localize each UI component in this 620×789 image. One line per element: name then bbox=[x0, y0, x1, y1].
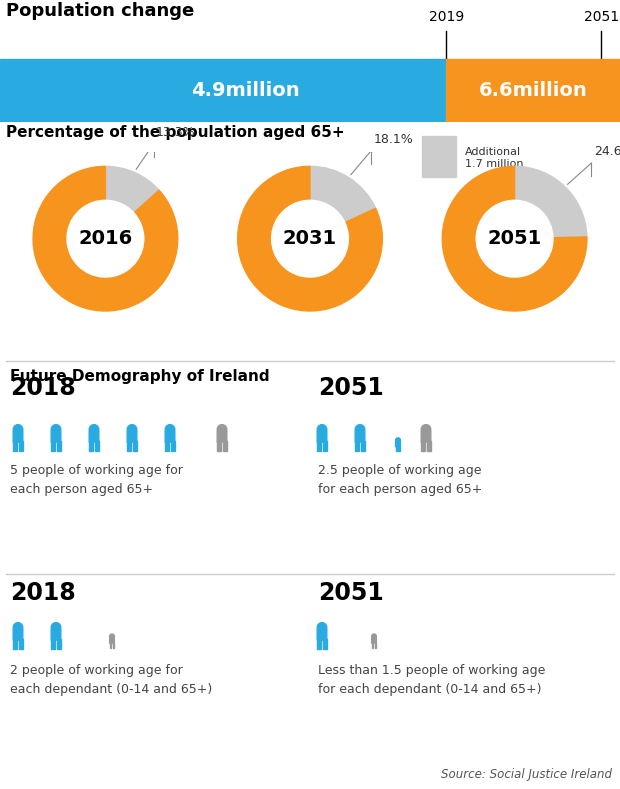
FancyBboxPatch shape bbox=[13, 630, 23, 640]
Text: 2051: 2051 bbox=[584, 10, 619, 24]
Circle shape bbox=[13, 424, 23, 434]
Text: 5 people of working age for
each person aged 65+: 5 people of working age for each person … bbox=[10, 464, 183, 496]
Circle shape bbox=[317, 424, 327, 434]
Wedge shape bbox=[33, 166, 178, 311]
Text: 2051: 2051 bbox=[487, 229, 542, 249]
Text: 2031: 2031 bbox=[283, 229, 337, 249]
Bar bbox=[133, 441, 137, 451]
Circle shape bbox=[217, 424, 227, 434]
Bar bbox=[446, 58, 620, 122]
Wedge shape bbox=[310, 166, 376, 222]
Bar bbox=[13, 639, 17, 649]
Text: 13.3%: 13.3% bbox=[156, 125, 195, 139]
Bar bbox=[427, 441, 431, 451]
Bar bbox=[57, 639, 61, 649]
Text: Population change: Population change bbox=[6, 2, 195, 21]
Bar bbox=[374, 643, 376, 648]
Bar bbox=[217, 441, 221, 451]
Circle shape bbox=[13, 623, 23, 632]
Circle shape bbox=[396, 438, 401, 443]
Bar bbox=[165, 441, 169, 451]
Bar bbox=[19, 639, 23, 649]
Text: 4.9million: 4.9million bbox=[191, 81, 300, 100]
Bar bbox=[127, 441, 131, 451]
Text: 2.5 people of working age
for each person aged 65+: 2.5 people of working age for each perso… bbox=[318, 464, 482, 496]
Text: 24.6%: 24.6% bbox=[593, 145, 620, 158]
Bar bbox=[89, 441, 93, 451]
Text: 2018: 2018 bbox=[10, 581, 76, 605]
Bar bbox=[95, 441, 99, 451]
Text: Percentage of the population aged 65+: Percentage of the population aged 65+ bbox=[6, 125, 345, 140]
Circle shape bbox=[110, 634, 114, 639]
FancyBboxPatch shape bbox=[127, 432, 137, 442]
FancyBboxPatch shape bbox=[396, 441, 401, 447]
Bar bbox=[0, 58, 446, 122]
FancyBboxPatch shape bbox=[355, 432, 365, 442]
Bar bbox=[317, 639, 321, 649]
Text: 2019: 2019 bbox=[429, 10, 464, 24]
Bar bbox=[371, 643, 373, 648]
Bar bbox=[323, 441, 327, 451]
Text: 2 people of working age for
each dependant (0-14 and 65+): 2 people of working age for each dependa… bbox=[10, 664, 212, 696]
Wedge shape bbox=[237, 166, 383, 311]
Bar bbox=[399, 446, 401, 451]
Text: Future Demography of Ireland: Future Demography of Ireland bbox=[10, 369, 270, 384]
Text: 6.6million: 6.6million bbox=[479, 81, 588, 100]
Bar bbox=[396, 446, 397, 451]
Circle shape bbox=[421, 424, 431, 434]
Bar bbox=[355, 441, 359, 451]
Circle shape bbox=[165, 424, 175, 434]
Circle shape bbox=[371, 634, 376, 639]
FancyBboxPatch shape bbox=[317, 432, 327, 442]
FancyBboxPatch shape bbox=[217, 432, 227, 442]
Circle shape bbox=[127, 424, 137, 434]
Text: 18.1%: 18.1% bbox=[373, 133, 413, 145]
FancyBboxPatch shape bbox=[110, 638, 114, 643]
Text: Additional
1.7 million: Additional 1.7 million bbox=[465, 148, 523, 169]
Text: Source: Social Justice Ireland: Source: Social Justice Ireland bbox=[441, 768, 612, 781]
Bar bbox=[13, 441, 17, 451]
Wedge shape bbox=[442, 166, 587, 311]
FancyBboxPatch shape bbox=[89, 432, 99, 442]
FancyBboxPatch shape bbox=[51, 432, 61, 442]
Text: Less than 1.5 people of working age
for each dependant (0-14 and 65+): Less than 1.5 people of working age for … bbox=[318, 664, 546, 696]
Wedge shape bbox=[515, 166, 587, 237]
Text: 2016: 2016 bbox=[78, 229, 133, 249]
FancyBboxPatch shape bbox=[51, 630, 61, 640]
Bar bbox=[421, 441, 425, 451]
FancyBboxPatch shape bbox=[371, 638, 376, 643]
Bar bbox=[57, 441, 61, 451]
Bar bbox=[171, 441, 175, 451]
Circle shape bbox=[51, 424, 61, 434]
Text: 2051: 2051 bbox=[318, 376, 384, 400]
Circle shape bbox=[51, 623, 61, 632]
Text: 2051: 2051 bbox=[318, 581, 384, 605]
Bar bbox=[51, 639, 55, 649]
Circle shape bbox=[89, 424, 99, 434]
FancyBboxPatch shape bbox=[317, 630, 327, 640]
Bar bbox=[19, 441, 23, 451]
FancyBboxPatch shape bbox=[165, 432, 175, 442]
FancyBboxPatch shape bbox=[421, 432, 431, 442]
Bar bbox=[223, 441, 227, 451]
Circle shape bbox=[317, 623, 327, 632]
Bar bbox=[361, 441, 365, 451]
Bar bbox=[323, 639, 327, 649]
Text: 2018: 2018 bbox=[10, 376, 76, 400]
FancyBboxPatch shape bbox=[13, 432, 23, 442]
Bar bbox=[317, 441, 321, 451]
Bar bbox=[51, 441, 55, 451]
Bar bbox=[112, 643, 114, 648]
Bar bbox=[422, 136, 456, 178]
Circle shape bbox=[355, 424, 365, 434]
Bar bbox=[110, 643, 112, 648]
Wedge shape bbox=[105, 166, 159, 212]
